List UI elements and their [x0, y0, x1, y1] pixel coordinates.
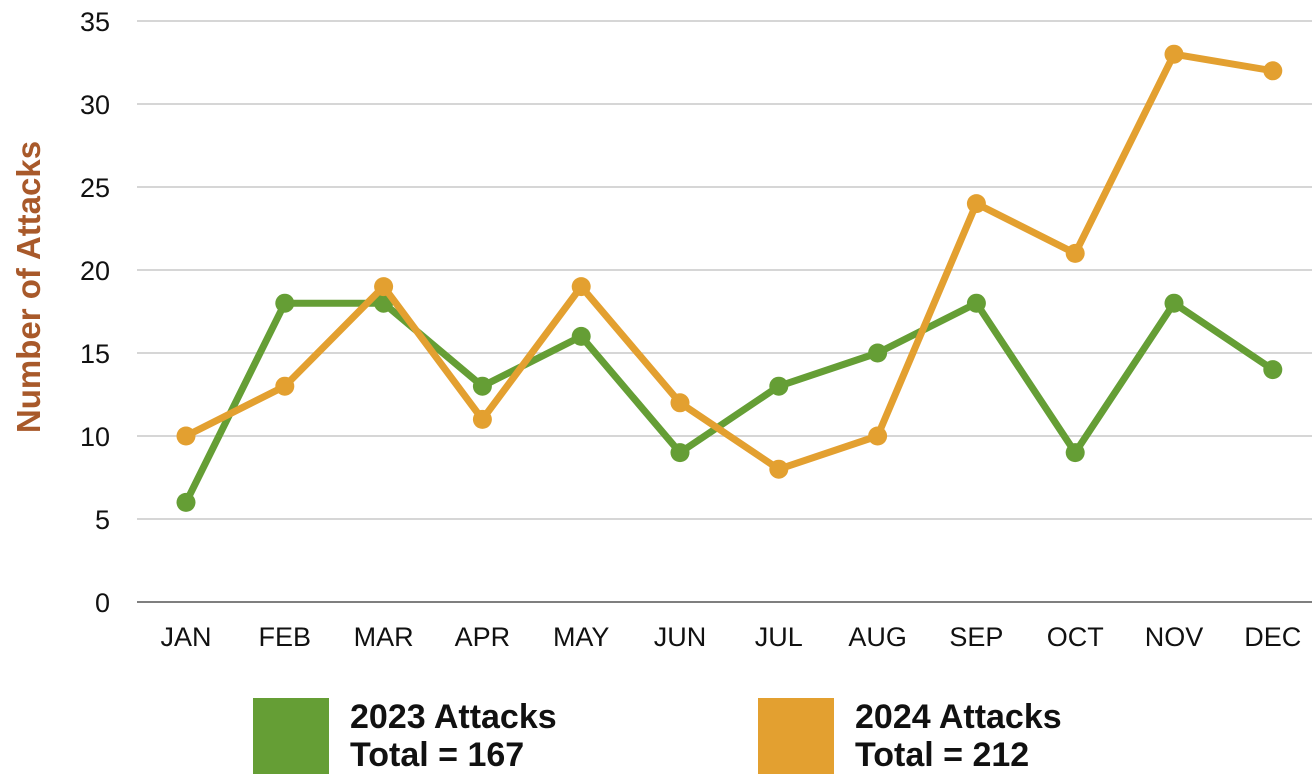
- x-tick-label: AUG: [848, 622, 907, 652]
- x-tick-label: JUL: [755, 622, 803, 652]
- x-tick-label: SEP: [949, 622, 1003, 652]
- y-tick-label: 0: [95, 588, 110, 618]
- data-point-s2023: [275, 293, 295, 313]
- legend-2023-total: Total = 167: [350, 736, 525, 774]
- gridlines: [137, 20, 1312, 603]
- data-point-s2024: [670, 393, 690, 413]
- data-point-s2024: [1263, 61, 1283, 81]
- data-point-s2024: [176, 426, 196, 446]
- legend-2024-total: Total = 212: [855, 736, 1030, 774]
- data-point-s2024: [1164, 44, 1184, 64]
- y-tick-label: 15: [80, 339, 110, 369]
- x-tick-label: MAR: [354, 622, 414, 652]
- y-tick-label: 10: [80, 422, 110, 452]
- data-point-s2024: [472, 409, 492, 429]
- x-tick-label: JAN: [160, 622, 211, 652]
- data-point-s2023: [472, 376, 492, 396]
- data-point-s2023: [1065, 443, 1085, 463]
- x-tick-label: NOV: [1145, 622, 1204, 652]
- x-tick-label: FEB: [259, 622, 312, 652]
- data-point-s2023: [769, 376, 789, 396]
- y-tick-labels: 0 5 10 15 20 25 30 35: [80, 7, 110, 618]
- data-point-s2023: [176, 492, 196, 512]
- x-tick-label: DEC: [1244, 622, 1301, 652]
- legend-swatch-2023: [253, 698, 329, 774]
- data-point-s2024: [868, 426, 888, 446]
- legend-swatch-2024: [758, 698, 834, 774]
- legend-2023-title: 2023 Attacks: [350, 698, 557, 736]
- x-tick-label: OCT: [1047, 622, 1104, 652]
- legend-label-2024: 2024 Attacks Total = 212: [855, 698, 1062, 774]
- data-point-s2023: [670, 443, 690, 463]
- series-line-s2023: [182, 299, 1277, 506]
- series-lines: [176, 44, 1283, 512]
- data-point-s2024: [571, 277, 591, 297]
- data-point-s2024: [275, 376, 295, 396]
- x-tick-labels: JAN FEB MAR APR MAY JUN JUL AUG SEP OCT NOV DEC: [160, 622, 1301, 652]
- data-point-s2024: [374, 277, 394, 297]
- data-point-s2023: [966, 293, 986, 313]
- data-point-s2024: [1065, 243, 1085, 263]
- data-point-s2023: [1263, 360, 1283, 380]
- legend-label-2023: 2023 Attacks Total = 167: [350, 698, 557, 774]
- x-tick-label: MAY: [553, 622, 610, 652]
- y-axis-label: Number of Attacks: [10, 141, 47, 433]
- legend-item-2024: 2024 Attacks Total = 212: [758, 698, 1062, 774]
- x-tick-label: JUN: [654, 622, 707, 652]
- data-point-s2023: [868, 343, 888, 363]
- series-s2024: [176, 44, 1283, 479]
- y-tick-label: 25: [80, 173, 110, 203]
- series-line-s2024: [182, 50, 1277, 473]
- y-tick-label: 20: [80, 256, 110, 286]
- legend-item-2023: 2023 Attacks Total = 167: [253, 698, 557, 774]
- x-tick-label: APR: [455, 622, 511, 652]
- data-point-s2023: [571, 326, 591, 346]
- data-point-s2024: [966, 194, 986, 214]
- y-tick-label: 5: [95, 505, 110, 535]
- y-tick-label: 30: [80, 90, 110, 120]
- y-tick-label: 35: [80, 7, 110, 37]
- data-point-s2024: [769, 459, 789, 479]
- line-chart: 0 5 10 15 20 25 30 35 JAN FEB MAR APR MAY JUN JUL AUG S…: [10, 7, 1312, 652]
- data-point-s2023: [1164, 293, 1184, 313]
- legend-2024-title: 2024 Attacks: [855, 698, 1062, 736]
